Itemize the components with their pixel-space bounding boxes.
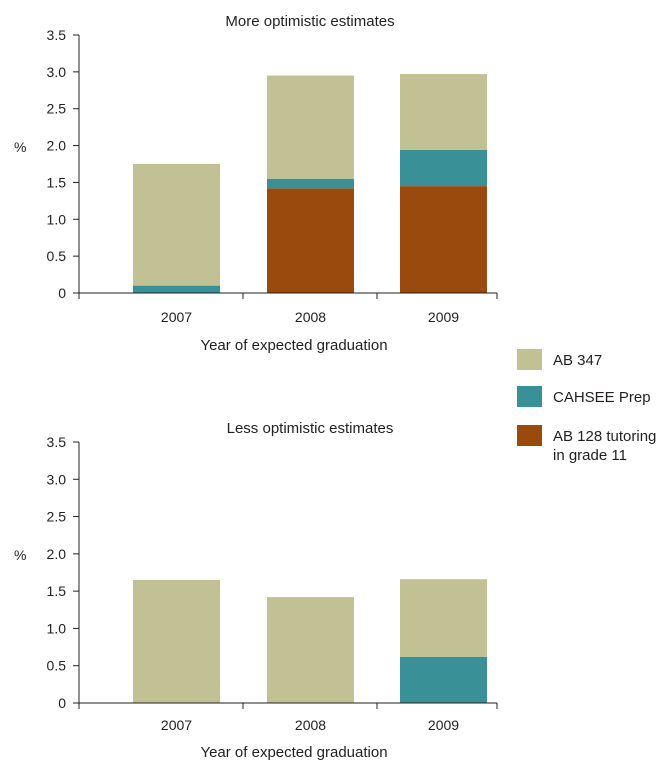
y-tick-label: 2.5 bbox=[47, 509, 67, 525]
y-tick-label: 1.5 bbox=[47, 583, 67, 599]
y-tick-label: 3.5 bbox=[47, 27, 67, 43]
y-tick-label: 1.0 bbox=[47, 211, 67, 227]
y-tick-label: 0 bbox=[58, 695, 66, 711]
y-tick-label: 3.5 bbox=[47, 434, 67, 450]
x-tick-label: 2007 bbox=[161, 717, 192, 733]
bar-segment bbox=[133, 164, 220, 286]
y-axis-label: % bbox=[14, 547, 26, 563]
bar-segment bbox=[133, 285, 220, 293]
y-tick-label: 1.0 bbox=[47, 620, 67, 636]
x-axis-label: Year of expected graduation bbox=[200, 744, 387, 761]
legend-label: AB 128 tutoring bbox=[553, 428, 656, 445]
bar-segment bbox=[400, 74, 487, 150]
chart-title: More optimistic estimates bbox=[225, 13, 394, 30]
y-tick-label: 0 bbox=[58, 285, 66, 301]
bar-segment bbox=[400, 656, 487, 703]
bar-segment bbox=[267, 75, 354, 179]
bar-segment bbox=[400, 149, 487, 187]
legend-label: CAHSEE Prep bbox=[553, 389, 651, 406]
x-tick-label: 2007 bbox=[161, 309, 192, 325]
legend-label: AB 347 bbox=[553, 352, 602, 369]
bar-segment bbox=[267, 178, 354, 189]
bar-segment bbox=[400, 579, 487, 657]
bar-segment bbox=[267, 597, 354, 703]
x-tick-label: 2008 bbox=[295, 309, 326, 325]
y-tick-label: 3.0 bbox=[47, 64, 67, 80]
legend-swatch bbox=[517, 386, 542, 407]
y-tick-label: 0.5 bbox=[47, 248, 67, 264]
x-tick-label: 2008 bbox=[295, 717, 326, 733]
x-axis-label: Year of expected graduation bbox=[200, 337, 387, 354]
y-tick-label: 3.0 bbox=[47, 471, 67, 487]
y-tick-label: 0.5 bbox=[47, 658, 67, 674]
x-tick-label: 2009 bbox=[428, 717, 459, 733]
chart-title: Less optimistic estimates bbox=[227, 420, 394, 437]
y-tick-label: 1.5 bbox=[47, 174, 67, 190]
legend-label: in grade 11 bbox=[553, 447, 627, 464]
legend-swatch bbox=[517, 425, 542, 446]
bar-segment bbox=[400, 186, 487, 293]
bar-segment bbox=[267, 188, 354, 293]
y-axis-label: % bbox=[14, 139, 26, 155]
legend-swatch bbox=[517, 349, 542, 370]
y-tick-label: 2.5 bbox=[47, 101, 67, 117]
y-tick-label: 2.0 bbox=[47, 138, 67, 154]
x-tick-label: 2009 bbox=[428, 309, 459, 325]
bar-segment bbox=[133, 579, 220, 703]
y-tick-label: 2.0 bbox=[47, 546, 67, 562]
